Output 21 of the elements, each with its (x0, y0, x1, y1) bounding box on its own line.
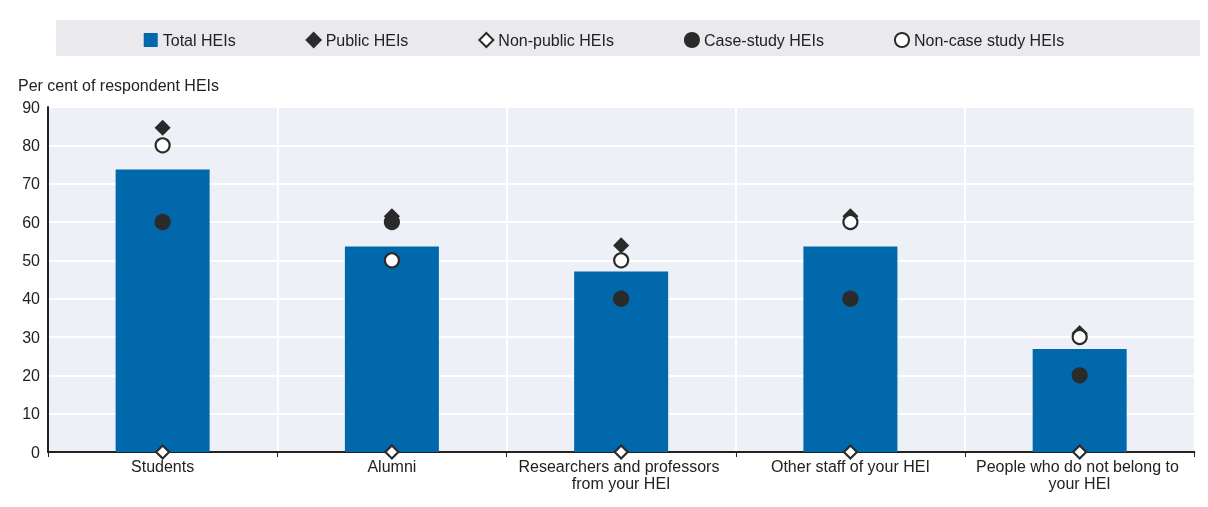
x-tick-label: People who do not belong to your HEI (976, 458, 1184, 492)
y-tick-label: 50 (22, 251, 41, 269)
legend-label: Case-study HEIs (703, 31, 824, 49)
y-axis-title: Per cent of respondent HEIs (18, 76, 219, 94)
x-tick-label: Other staff of your HEI (770, 458, 930, 475)
x-tick-label: Alumni (367, 458, 417, 475)
y-tick-label: 80 (22, 136, 41, 154)
y-tick-label: 90 (22, 98, 41, 116)
legend-label: Total HEIs (162, 31, 236, 49)
y-tick-label: 10 (22, 405, 41, 423)
y-tick-label: 30 (22, 328, 41, 346)
legend-label: Non-case study HEIs (913, 31, 1065, 49)
y-tick-label: 0 (31, 443, 41, 461)
legend-label: Public HEIs (325, 31, 409, 49)
x-tick-label: Students (131, 458, 195, 475)
y-tick-label: 20 (22, 366, 41, 384)
x-tick-label: Researchers and professors from your HEI (518, 458, 724, 492)
y-tick-label: 70 (22, 175, 41, 193)
legend-label: Non-public HEIs (498, 31, 614, 49)
y-tick-label: 40 (22, 290, 41, 308)
y-tick-label: 60 (22, 213, 41, 231)
